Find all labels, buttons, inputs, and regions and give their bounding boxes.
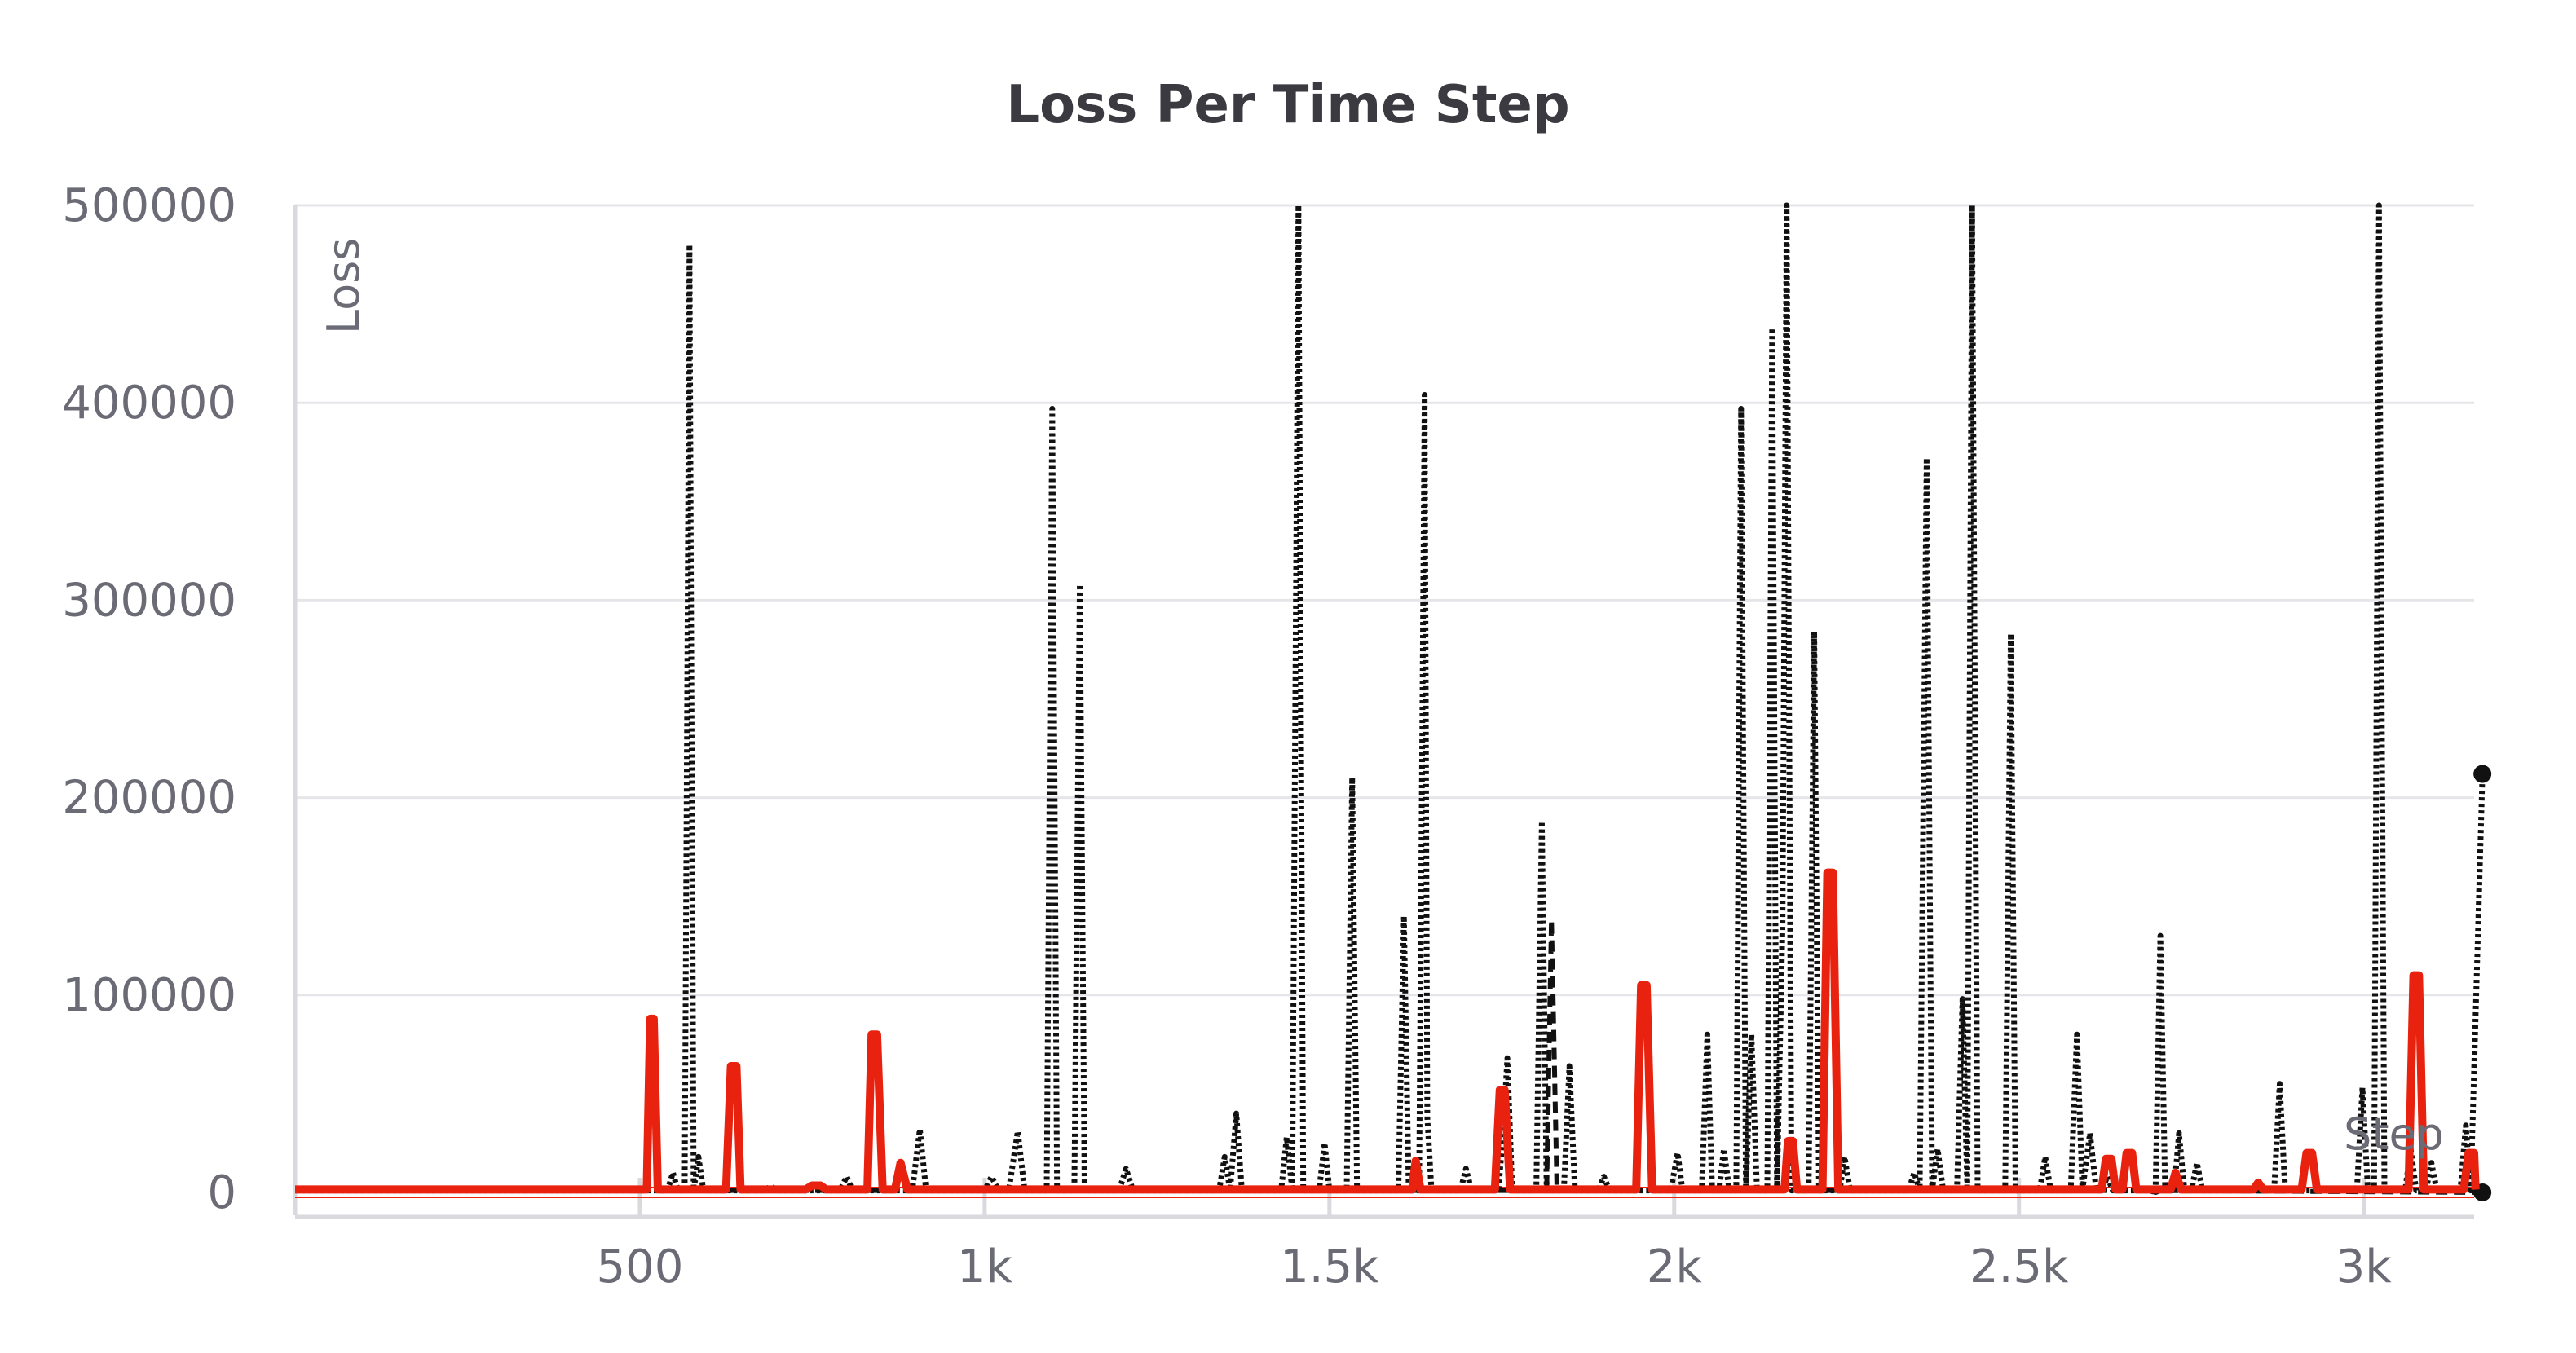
y-tick-label: 0 (207, 1166, 236, 1219)
y-tick-label: 300000 (62, 574, 236, 627)
series-layer (295, 202, 2492, 1201)
grid (295, 204, 2474, 997)
y-tick-label: 500000 (62, 179, 236, 232)
x-axis-label: Step (2344, 1108, 2444, 1160)
x-axis: 500 1k 1.5k 2k 2.5k 3k (295, 1178, 2474, 1294)
x-tick-label: 1k (957, 1241, 1013, 1294)
series-line (295, 202, 2486, 1196)
x-tick-label: 2.5k (1969, 1241, 2069, 1294)
x-tick-label: 1.5k (1280, 1241, 1379, 1294)
y-tick-label: 400000 (62, 377, 236, 430)
series-line (295, 868, 2480, 1194)
series-end-point (2473, 765, 2492, 783)
y-tick-label: 100000 (62, 969, 236, 1022)
y-axis-label: Loss (318, 238, 369, 334)
x-tick-label: 2k (1647, 1241, 1703, 1294)
y-axis: 0 100000 200000 300000 400000 500000 (62, 179, 298, 1219)
x-tick-label: 3k (2336, 1241, 2393, 1294)
x-tick-label: 500 (596, 1241, 683, 1294)
y-tick-label: 200000 (62, 772, 236, 825)
chart-title: Loss Per Time Step (1006, 75, 1570, 135)
